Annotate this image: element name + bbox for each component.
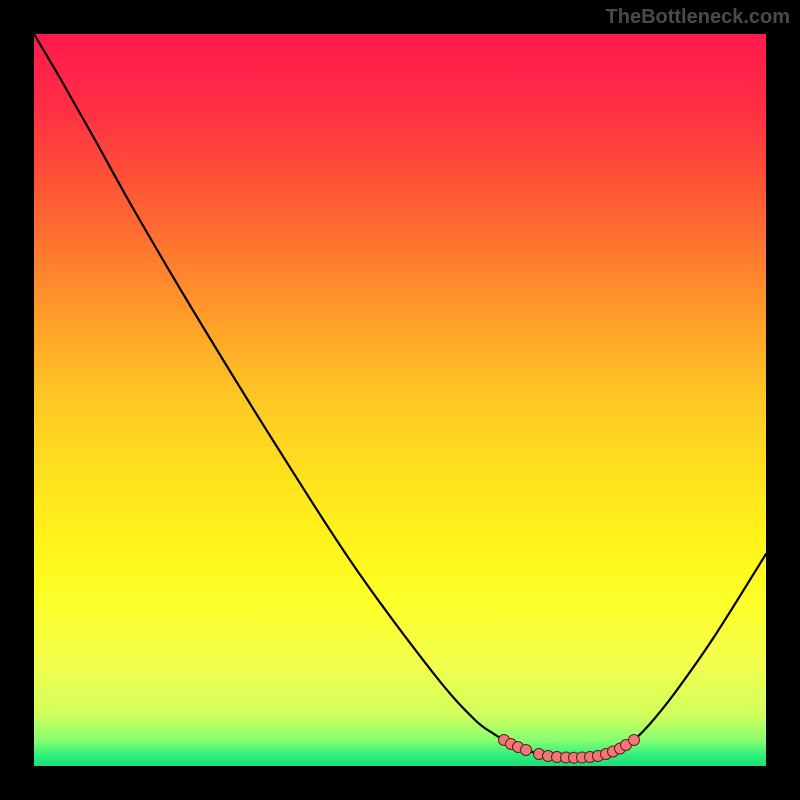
gradient-background bbox=[34, 34, 766, 766]
chart-container: TheBottleneck.com bbox=[0, 0, 800, 800]
plot-svg bbox=[34, 34, 766, 766]
data-marker bbox=[521, 745, 532, 756]
data-marker bbox=[629, 735, 640, 746]
plot-area bbox=[34, 34, 766, 766]
watermark-text: TheBottleneck.com bbox=[606, 6, 790, 29]
